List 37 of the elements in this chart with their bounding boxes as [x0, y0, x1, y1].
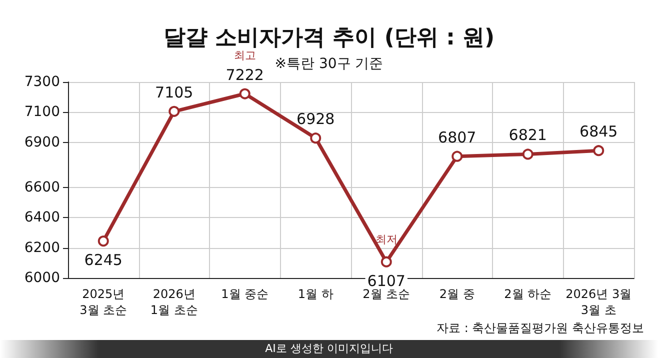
point	[452, 150, 463, 162]
text: AI로 생성한 이미지입니다	[265, 342, 393, 355]
y-tick-label: 6400	[24, 210, 60, 226]
data-label: 6928	[296, 110, 335, 128]
y-tick-label: 7300	[24, 74, 60, 90]
x-tick-label: 2월 하순	[504, 287, 552, 301]
y-tick-label: 6000	[24, 270, 60, 286]
x-tick-label: 2월 중	[439, 287, 475, 301]
point	[310, 132, 322, 144]
x-tick-label: 1월 중순	[221, 287, 269, 301]
data-label: 6807	[438, 128, 476, 146]
chart-title: 달걀 소비자가격 추이 (단위 : 원)	[163, 26, 495, 50]
data-label: 6245	[84, 251, 122, 270]
point	[98, 236, 109, 247]
y-tick-label: 7100	[24, 104, 60, 120]
data-label: 7222	[226, 66, 264, 84]
y-tick-label: 6200	[24, 240, 60, 256]
annotation: 최저	[375, 232, 398, 246]
point	[593, 145, 604, 156]
y-tick-label: 6900	[24, 134, 60, 150]
x-tick-label: 2026년 3월 3월 초	[566, 287, 632, 317]
annotation: 최고	[234, 48, 256, 62]
x-tick-label: 1월 하	[298, 287, 334, 301]
point	[380, 256, 392, 268]
chart-subtitle: ※특란 30구 기준	[274, 56, 384, 72]
text: 자료 : 축산물품질평가원 축산유통정보	[436, 321, 644, 335]
data-label: 7105	[155, 83, 194, 102]
data-label: 6107	[367, 272, 406, 290]
data-label: 6845	[580, 122, 618, 141]
data-label: 6821	[508, 126, 547, 144]
x-tick-label: 2월 초순	[362, 287, 410, 301]
point	[522, 148, 534, 160]
x-tick-label: 2026년 1월 초순	[150, 287, 198, 317]
y-tick-label: 6600	[24, 180, 60, 196]
point	[239, 88, 250, 100]
x-tick-label: 2025년 3월 초순	[80, 287, 128, 317]
point	[168, 106, 180, 117]
